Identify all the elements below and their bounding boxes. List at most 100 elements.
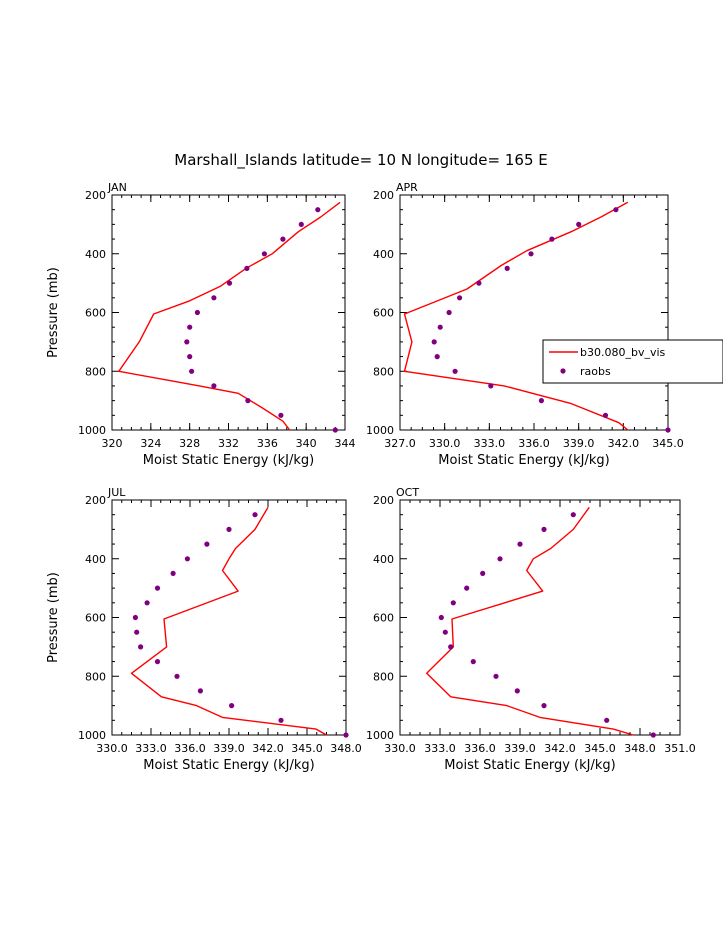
raobs-point-apr [549,236,555,242]
raobs-point-jul [226,526,232,533]
raobs-point-apr [452,368,458,374]
raobs-point-oct [541,526,547,533]
y-tick-label-jul: 600 [85,612,106,625]
x-tick-label-jan: 336 [257,437,278,450]
raobs-point-oct [448,644,454,650]
legend-label-raobs: raobs [580,365,611,378]
y-tick-label-oct: 200 [373,494,394,507]
raobs-point-jul [184,556,190,562]
raobs-point-oct [493,673,499,679]
raobs-point-jul [134,629,140,635]
raobs-point-jan [332,427,338,433]
x-tick-label-apr: 342.0 [608,437,640,450]
x-tick-label-apr: 327.0 [384,437,416,450]
y-tick-label-oct: 600 [373,612,394,625]
x-tick-label-jul: 336.0 [174,742,206,755]
panel-label-apr: APR [396,181,418,194]
raobs-point-apr [431,339,437,345]
raobs-point-jul [132,614,138,621]
raobs-point-jul [170,570,176,577]
x-tick-label-jan: 332 [218,437,239,450]
raobs-point-apr [434,354,440,360]
y-tick-label-oct: 800 [373,670,394,683]
y-tick-label-jan: 800 [85,365,106,378]
x-tick-label-jan: 344 [335,437,356,450]
raobs-point-jan [194,309,200,316]
x-tick-label-oct: 342.0 [544,742,576,755]
raobs-point-oct [470,659,476,665]
x-tick-label-jul: 345.0 [291,742,323,755]
y-tick-label-jan: 600 [85,307,106,320]
raobs-point-jan [280,236,286,242]
figure-title: Marshall_Islands latitude= 10 N longitud… [174,151,547,170]
model-profile-line-jul [130,506,327,736]
y-axis-title-jan: Pressure (mb) [46,267,61,358]
x-tick-label-jul: 342.0 [252,742,284,755]
raobs-point-jan [187,354,193,360]
raobs-point-jul [229,703,235,709]
x-axis-title-jul: Moist Static Energy (kJ/kg) [143,758,314,773]
raobs-point-jan [315,207,321,213]
raobs-point-oct [570,512,576,518]
model-profile-line-apr [403,201,629,431]
raobs-point-apr [602,412,609,418]
raobs-point-jul [154,585,161,591]
raobs-point-apr [437,324,443,330]
x-tick-label-jul: 339.0 [213,742,245,755]
raobs-point-jul [343,732,349,738]
raobs-point-jul [197,688,203,694]
raobs-point-jan [261,251,267,257]
x-axis-title-jan: Moist Static Energy (kJ/kg) [143,453,314,468]
x-tick-label-oct: 351.0 [664,742,696,755]
raobs-point-oct [497,556,503,562]
raobs-point-oct [541,703,547,709]
x-tick-label-jan: 340 [296,437,317,450]
y-tick-label-jul: 400 [85,553,106,566]
x-tick-label-jan: 320 [102,437,123,450]
y-tick-label-jan: 200 [85,189,106,202]
raobs-point-jan [187,324,193,330]
x-axis-title-apr: Moist Static Energy (kJ/kg) [438,453,609,468]
raobs-point-apr [446,309,452,316]
raobs-point-jan [184,339,190,345]
y-tick-label-jul: 1000 [78,729,106,742]
y-tick-label-jan: 400 [85,248,106,261]
raobs-point-apr [665,427,671,433]
panel-label-jul: JUL [107,486,126,499]
x-tick-label-oct: 345.0 [584,742,616,755]
raobs-point-apr [576,221,582,227]
legend-box [542,339,723,384]
plot-frame-jan [111,194,346,431]
raobs-point-oct [464,585,470,591]
raobs-point-apr [538,398,545,404]
raobs-point-oct [514,688,520,694]
x-tick-label-oct: 348.0 [624,742,656,755]
panel-label-jan: JAN [107,181,127,194]
raobs-point-oct [438,614,444,621]
plot-frame-apr [399,194,669,431]
x-tick-label-oct: 330.0 [384,742,416,755]
panel-oct: OCT 330.0 333.0 336.0 339.0 342.0 345.0 348.0 35… [366,486,696,773]
raobs-point-jan [211,383,217,389]
x-tick-label-jul: 348.0 [330,742,362,755]
x-tick-label-apr: 330.0 [429,437,461,450]
y-tick-label-apr: 800 [373,365,394,378]
raobs-point-oct [442,629,448,635]
raobs-point-oct [480,570,486,577]
raobs-point-jan [244,265,250,271]
x-tick-label-oct: 339.0 [504,742,536,755]
model-profile-line-oct [426,506,634,736]
raobs-point-jul [138,644,144,650]
panel-apr: APR 327.0 330.0 333.0 336.0 339.0 342.0 345.0 20… [366,181,684,468]
y-axis-title-jul: Pressure (mb) [46,572,61,663]
panel-jan: JAN 320 324 328 332 336 340 344 200 400 600 800 1000… [46,181,356,468]
raobs-point-oct [650,732,656,738]
raobs-point-jan [245,398,251,404]
raobs-point-oct [517,541,523,547]
y-tick-label-jul: 200 [85,494,106,507]
x-tick-label-jan: 324 [140,437,161,450]
x-tick-label-apr: 336.0 [518,437,550,450]
raobs-point-jul [278,717,284,723]
y-tick-label-jul: 800 [85,670,106,683]
